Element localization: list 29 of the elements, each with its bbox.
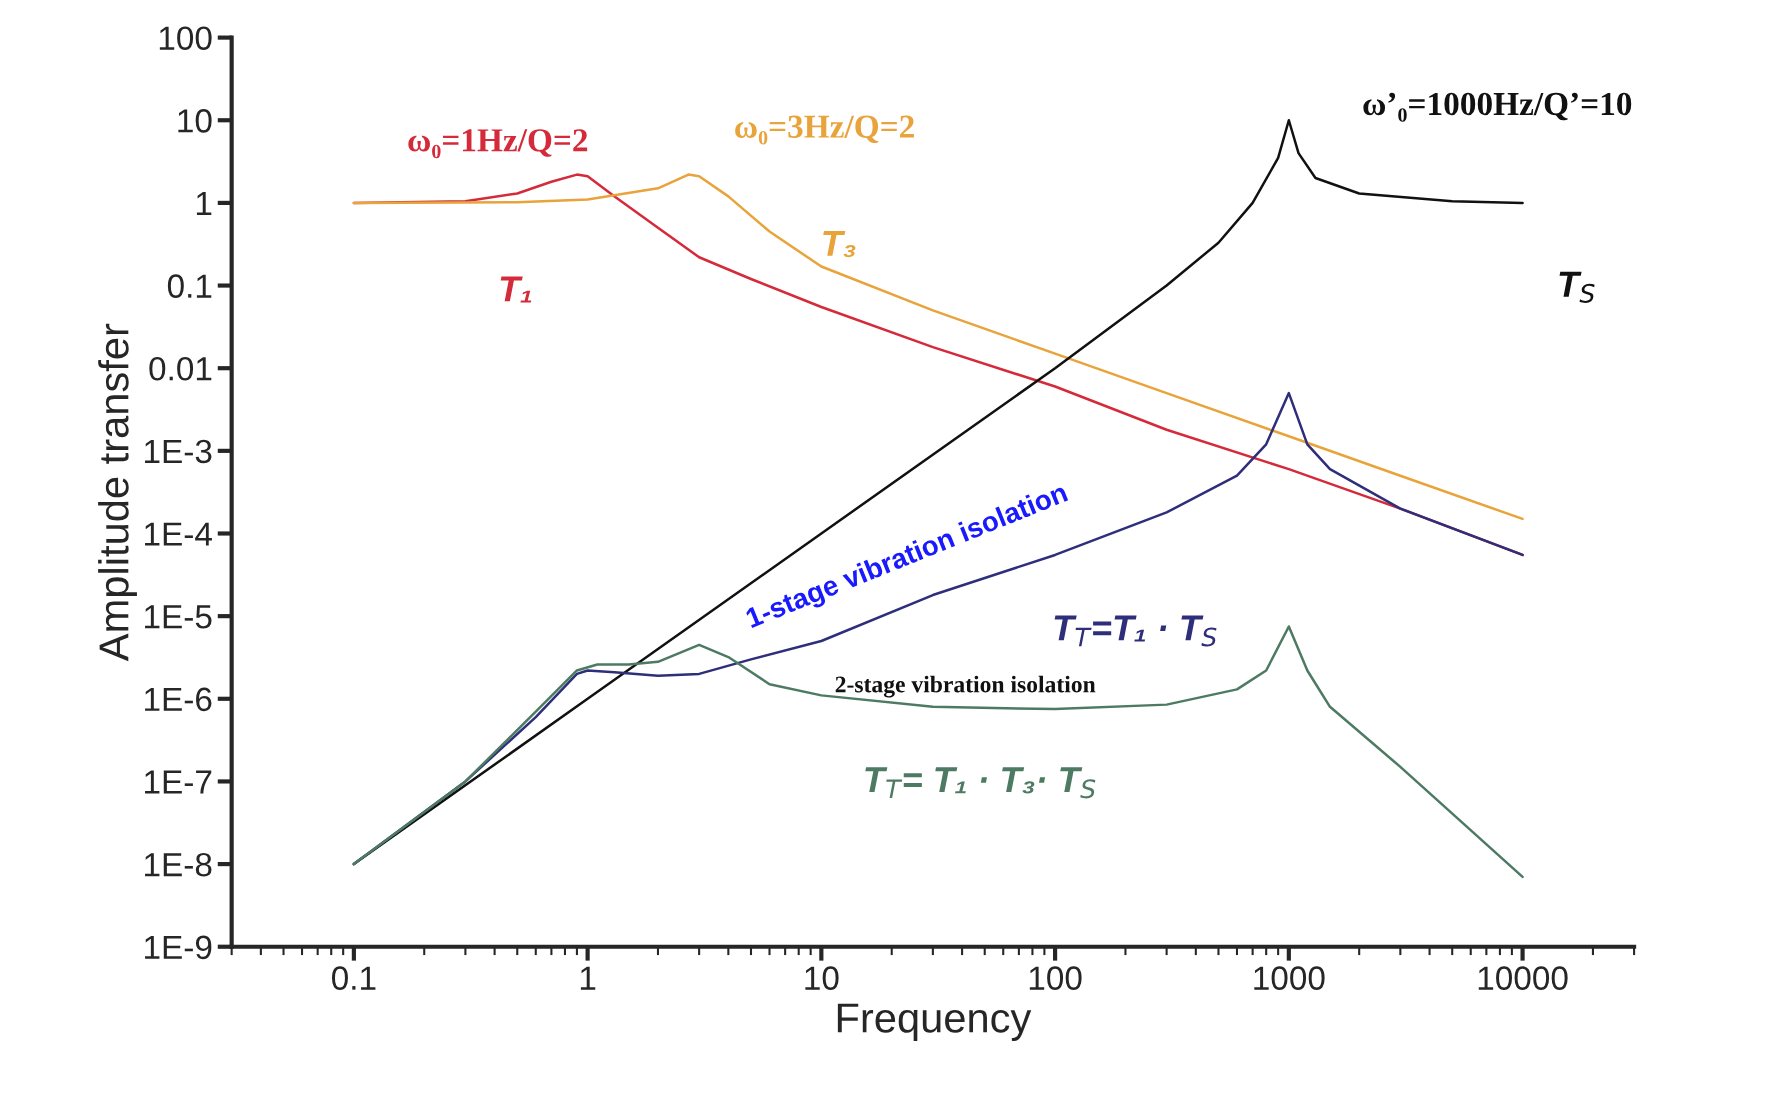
y-tick-label: 1E-6 (145, 687, 212, 712)
x-tick-label: 10000 (1478, 966, 1568, 990)
x-tick-label: 1 (580, 966, 596, 990)
y-tick-label: 0.01 (149, 357, 212, 381)
annotation: 2-stage vibration isolation (835, 675, 1096, 698)
x-tick-label: 100 (1029, 966, 1082, 990)
y-tick-label: 1 (196, 192, 212, 215)
y-tick-label: 1E-9 (145, 935, 212, 960)
y-tick-label: 1E-3 (145, 439, 212, 464)
y-tick-label: 1E-4 (145, 522, 212, 546)
y-tick-label: 1E-8 (145, 852, 212, 877)
x-tick-label: 1000 (1254, 966, 1325, 990)
annotation: ω₀=3Hz/Q=2 (735, 115, 914, 145)
series-label: T₃ (823, 230, 856, 258)
y-tick-label: 1E-7 (145, 770, 212, 794)
annotation: ω’₀=1000Hz/Q’=10 (1363, 92, 1632, 122)
y-tick-label: 0.1 (167, 274, 212, 298)
annotation: ω₀=1Hz/Q=2 (408, 129, 588, 159)
text: T₁ (500, 276, 532, 303)
y-axis-title: Amplitude transfer (98, 323, 137, 662)
y-tick-label: 1E-5 (145, 605, 212, 629)
series-label: T$_{T}$= T₁ · T₃· T$_{S}$ (865, 767, 1096, 799)
text: T$_{S}$ (1559, 271, 1595, 303)
x-tick-label: 10 (805, 966, 839, 990)
series-label: T$_{T}$=T₁ · T$_{S}$ (1054, 615, 1217, 647)
x-axis-title: Frequency (837, 1003, 1032, 1041)
y-tick-label: 10 (178, 109, 212, 133)
x-tick-label: 0.1 (332, 966, 376, 990)
y-tick-label: 100 (159, 26, 212, 51)
